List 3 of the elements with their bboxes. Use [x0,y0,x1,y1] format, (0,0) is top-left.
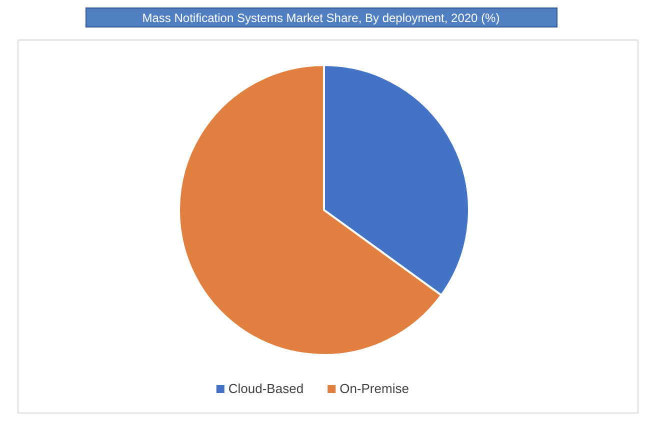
chart-title: Mass Notification Systems Market Share, By deployment, 2020 (%) [142,11,500,25]
legend-label: On-Premise [340,381,409,396]
legend-label: Cloud-Based [228,381,304,396]
